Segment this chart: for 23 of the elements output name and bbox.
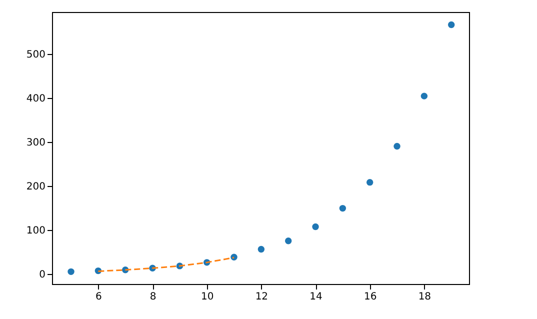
point — [230, 254, 238, 260]
x-tick-label: 18 — [418, 292, 432, 302]
y-tick-label: 400 — [26, 93, 46, 104]
point — [68, 268, 74, 276]
y-tick-label: 100 — [26, 225, 46, 236]
point — [448, 21, 455, 28]
y-tick-label: 0 — [39, 269, 46, 280]
point — [366, 178, 374, 186]
point — [339, 204, 346, 212]
x-tick-label: 14 — [310, 292, 322, 302]
x-tick-label: 6 — [95, 292, 102, 302]
x-tick-label: 8 — [150, 292, 156, 302]
y-tick-label: 200 — [26, 181, 46, 192]
point — [312, 223, 319, 230]
y-tick-label: 500 — [26, 49, 46, 60]
point — [258, 246, 265, 253]
x-tick-label: 16 — [364, 292, 377, 302]
y-tick-label: 300 — [26, 137, 46, 148]
point — [284, 238, 292, 244]
x-tick-label: 10 — [200, 292, 214, 302]
point — [420, 92, 428, 100]
point — [394, 142, 400, 150]
x-tick-label: 12 — [255, 292, 268, 302]
